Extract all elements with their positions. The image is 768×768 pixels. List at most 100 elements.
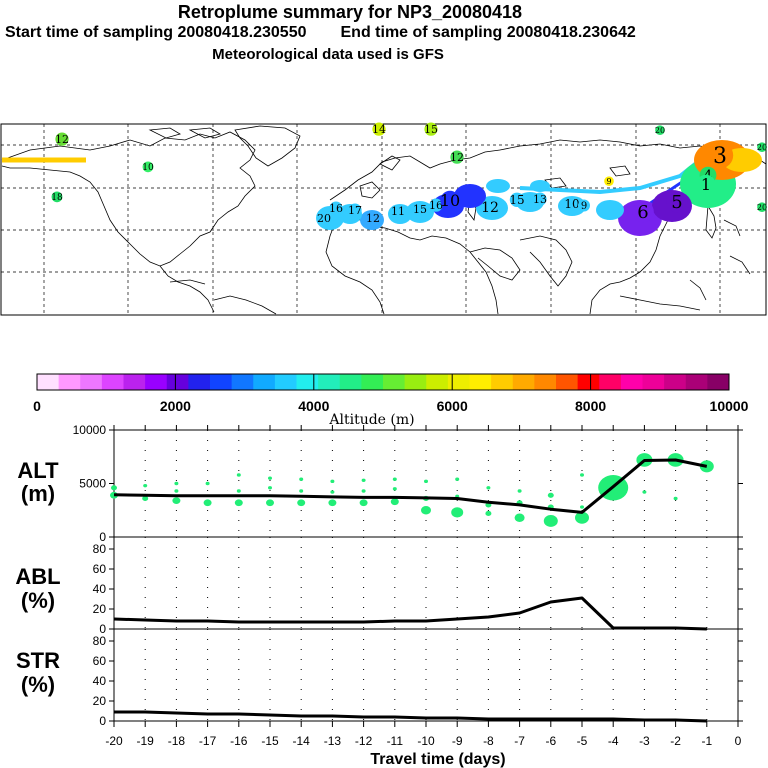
alt-scatter-point [266, 499, 274, 507]
colorbar: 0 2000 4000 6000 8000 10000 Altitude (m) [33, 373, 749, 428]
alt-scatter-point [330, 490, 335, 494]
alt-ytick-label: 0 [99, 530, 106, 544]
track-label: 20 [317, 212, 331, 225]
alt-scatter-point [359, 499, 368, 507]
track-label: 18 [51, 193, 63, 203]
abl-ytick-label: 0 [99, 622, 106, 636]
colorbar-cell [296, 374, 319, 390]
chart-title: Retroplume summary for NP3_20080418 [177, 2, 523, 22]
start-time-label: Start time of sampling 20080418.230550 [5, 24, 307, 41]
colorbar-tick-label: 6000 [437, 398, 468, 414]
alt-scatter-point [174, 481, 179, 486]
track-label-marker [329, 201, 343, 215]
alt-unit-label: (m) [21, 481, 55, 506]
alt-scatter-point [330, 479, 335, 484]
alt-scatter [110, 453, 714, 527]
abl-ytick-label: 40 [93, 582, 107, 596]
track-label-marker [655, 125, 665, 135]
alt-scatter-point [143, 483, 148, 488]
colorbar-cell [685, 374, 708, 390]
colorbar-cell [707, 374, 730, 390]
colorbar-cells [37, 374, 730, 390]
colorbar-ticks: 0 2000 4000 6000 8000 10000 [33, 374, 749, 414]
track-label: 12 [481, 200, 499, 216]
track-label: 15 [509, 193, 524, 207]
track-label-marker [450, 150, 464, 164]
x-axis-label: Travel time (days) [370, 751, 505, 768]
track-label: 9 [606, 177, 611, 186]
track-label: 20 [655, 126, 665, 135]
alt-scatter-point [297, 499, 306, 507]
track-label-marker [533, 192, 547, 206]
x-tick-label: -10 [417, 734, 435, 748]
alt-scatter-point [328, 499, 337, 507]
colorbar-cell [37, 374, 60, 390]
track-label-marker [55, 132, 69, 146]
track-label: 15 [413, 203, 427, 216]
abl-series-line [113, 596, 707, 631]
track-label: 5 [671, 192, 682, 213]
alt-scatter-point [485, 510, 492, 517]
alt-scatter-point [142, 495, 149, 502]
track-label-marker [578, 199, 590, 212]
str-panel-frame [113, 628, 739, 722]
track-label-marker [424, 122, 438, 136]
alt-scatter-point [575, 511, 589, 524]
alt-scatter-point [421, 506, 431, 515]
x-tick-label: -8 [483, 734, 494, 748]
alt-scatter-point [547, 492, 554, 498]
alt-scatter-point [580, 505, 584, 509]
colorbar-cell [491, 374, 514, 390]
alt-scatter-point [361, 478, 366, 482]
track-label: 12 [55, 133, 69, 146]
x-tick-label: -4 [608, 734, 619, 748]
track-label-marker [564, 196, 580, 211]
track-label-marker [696, 174, 716, 194]
track-label-marker [757, 202, 767, 212]
colorbar-cell [534, 374, 557, 390]
alt-scatter-point [236, 489, 241, 493]
track-label: 10 [564, 197, 579, 211]
x-tick-label: -17 [199, 734, 217, 748]
colorbar-cell [145, 374, 168, 390]
alt-scatter-point [642, 490, 647, 494]
alt-series-line [113, 458, 708, 514]
x-tick-label: -12 [355, 734, 373, 748]
colorbar-tick-label: 0 [33, 398, 41, 414]
colorbar-cell [404, 374, 427, 390]
track-label-marker [142, 161, 154, 173]
str-ytick-label: 40 [93, 674, 107, 688]
x-tick-label: -9 [452, 734, 463, 748]
track-label-marker [51, 191, 63, 203]
alt-ytick-label: 10000 [73, 423, 107, 437]
alt-scatter-point [111, 485, 117, 491]
str-ytick-label: 0 [99, 714, 106, 728]
track-label-marker [317, 211, 331, 225]
x-tick-label: -16 [230, 734, 248, 748]
track-label: 9 [581, 201, 587, 212]
x-tick-label: -3 [639, 734, 650, 748]
alt-scatter-point [392, 477, 397, 481]
alt-scatter-point [299, 477, 304, 481]
alt-scatter-point [514, 513, 525, 522]
track-label-marker [391, 204, 405, 218]
colorbar-cell [664, 374, 687, 390]
abl-ytick-label: 20 [93, 602, 107, 616]
colorbar-cell [101, 374, 124, 390]
x-tick-label: -2 [670, 734, 681, 748]
x-ticks: -20 -19 -18 -17 -16 -15 -14 -13 -12 -11 -10 -9 -8 -7-… [105, 425, 742, 748]
track-label-marker [632, 200, 654, 223]
x-tick-label: -5 [577, 734, 588, 748]
alt-scatter-point [580, 473, 584, 477]
alt-scatter-point [486, 486, 491, 490]
alt-scatter-point [451, 507, 464, 518]
track-label: 17 [348, 204, 362, 217]
abl-ytick-label: 80 [93, 542, 107, 556]
alt-scatter-point [172, 497, 181, 505]
x-tick-label: -6 [545, 734, 556, 748]
